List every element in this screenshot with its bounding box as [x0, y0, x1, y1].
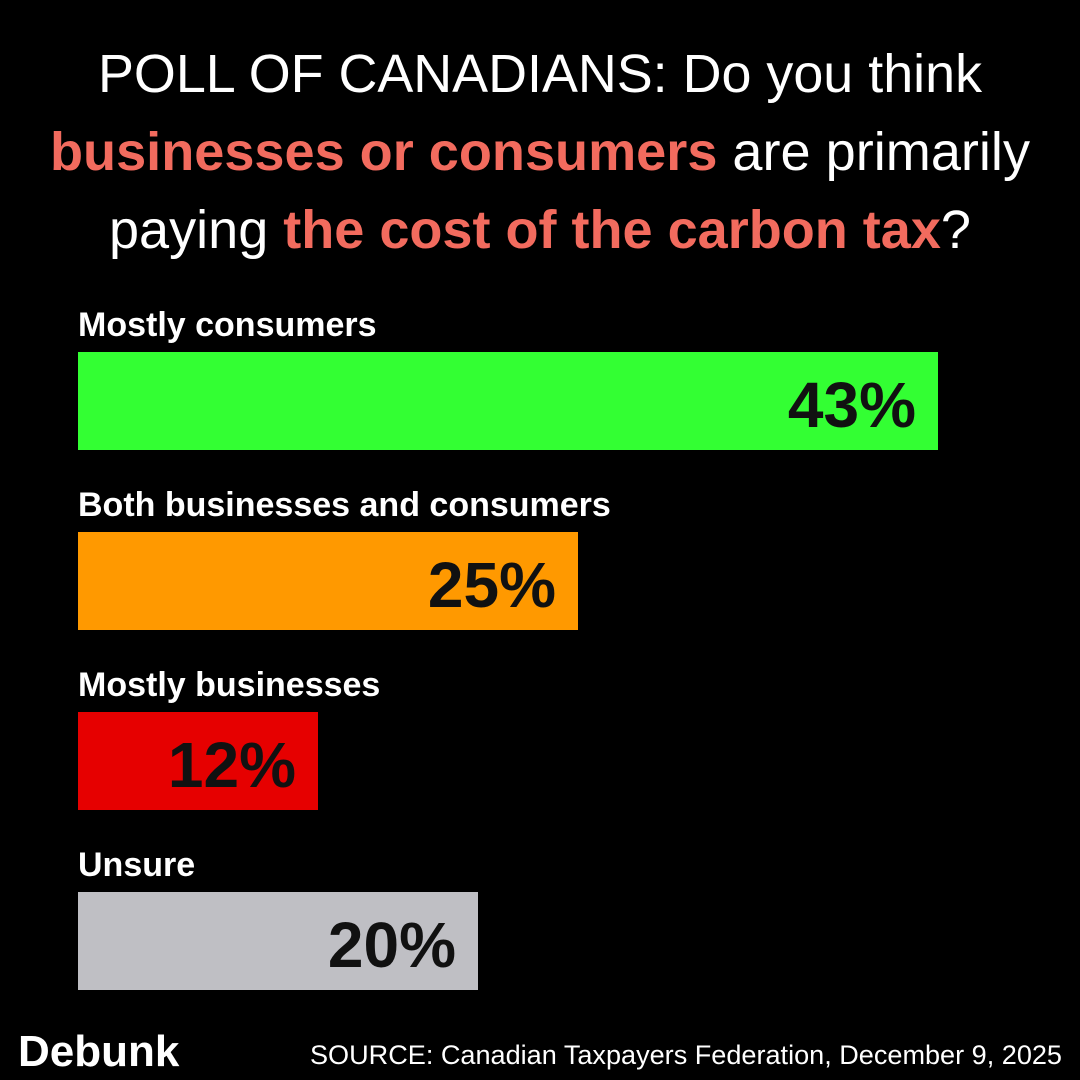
bar — [78, 712, 318, 810]
category-label: Unsure — [78, 846, 195, 884]
chart-title-line: businesses or consumers are primarily — [50, 122, 1030, 182]
category-label: Mostly businesses — [78, 666, 380, 704]
bar — [78, 532, 578, 630]
source: SOURCE: Canadian Taxpayers Federation, D… — [310, 1040, 1062, 1070]
value-label: 43% — [788, 369, 916, 441]
title-part: ? — [941, 200, 971, 260]
title-part: businesses or consumers — [50, 122, 717, 182]
title-part: the cost of the carbon tax — [283, 200, 941, 260]
title-part: POLL OF CANADIANS: Do you think — [98, 44, 983, 104]
bar — [78, 892, 478, 990]
value-label: 25% — [428, 549, 556, 621]
value-label: 20% — [328, 909, 456, 981]
category-label: Both businesses and consumers — [78, 486, 611, 524]
title-part: paying — [109, 200, 283, 260]
value-label: 12% — [168, 729, 296, 801]
logo: Debunk — [18, 1027, 180, 1076]
category-label: Mostly consumers — [78, 306, 377, 344]
bar — [78, 352, 938, 450]
chart-title-line: POLL OF CANADIANS: Do you think — [98, 44, 983, 104]
chart-title-line: paying the cost of the carbon tax? — [109, 200, 971, 260]
title-part: are primarily — [717, 122, 1030, 182]
